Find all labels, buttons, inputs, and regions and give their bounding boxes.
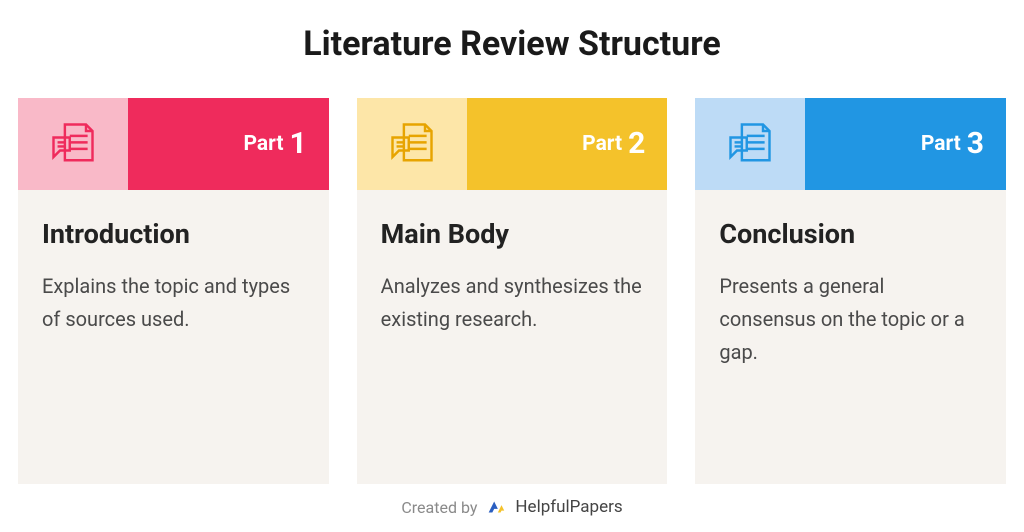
brand-logo-icon — [485, 496, 507, 518]
document-icon — [386, 118, 438, 170]
part-label: Part 1 — [128, 98, 329, 190]
part-prefix: Part — [582, 132, 622, 156]
icon-box — [695, 98, 805, 190]
card-header: Part 3 — [695, 98, 1006, 190]
card-introduction: Part 1 Introduction Explains the topic a… — [18, 98, 329, 484]
part-number: 1 — [289, 129, 306, 159]
part-prefix: Part — [921, 132, 961, 156]
part-label: Part 2 — [467, 98, 668, 190]
card-description: Analyzes and synthesizes the existing re… — [381, 270, 644, 336]
card-description: Explains the topic and types of sources … — [42, 270, 305, 336]
card-header: Part 1 — [18, 98, 329, 190]
card-header: Part 2 — [357, 98, 668, 190]
card-description: Presents a general consensus on the topi… — [719, 270, 982, 369]
card-body: Introduction Explains the topic and type… — [18, 190, 329, 484]
part-label: Part 3 — [805, 98, 1006, 190]
card-conclusion: Part 3 Conclusion Presents a general con… — [695, 98, 1006, 484]
card-body: Main Body Analyzes and synthesizes the e… — [357, 190, 668, 484]
part-number: 3 — [967, 129, 984, 159]
card-title: Conclusion — [719, 218, 982, 250]
part-number: 2 — [628, 129, 645, 159]
footer-created-by: Created by — [401, 498, 477, 517]
document-icon — [47, 118, 99, 170]
footer: Created by HelpfulPapers — [401, 496, 622, 518]
part-prefix: Part — [243, 132, 283, 156]
card-title: Introduction — [42, 218, 305, 250]
cards-row: Part 1 Introduction Explains the topic a… — [18, 98, 1006, 484]
card-title: Main Body — [381, 218, 644, 250]
document-icon — [724, 118, 776, 170]
card-body: Conclusion Presents a general consensus … — [695, 190, 1006, 484]
footer-brand: HelpfulPapers — [515, 497, 622, 517]
card-main-body: Part 2 Main Body Analyzes and synthesize… — [357, 98, 668, 484]
icon-box — [357, 98, 467, 190]
page-title: Literature Review Structure — [303, 24, 720, 64]
icon-box — [18, 98, 128, 190]
